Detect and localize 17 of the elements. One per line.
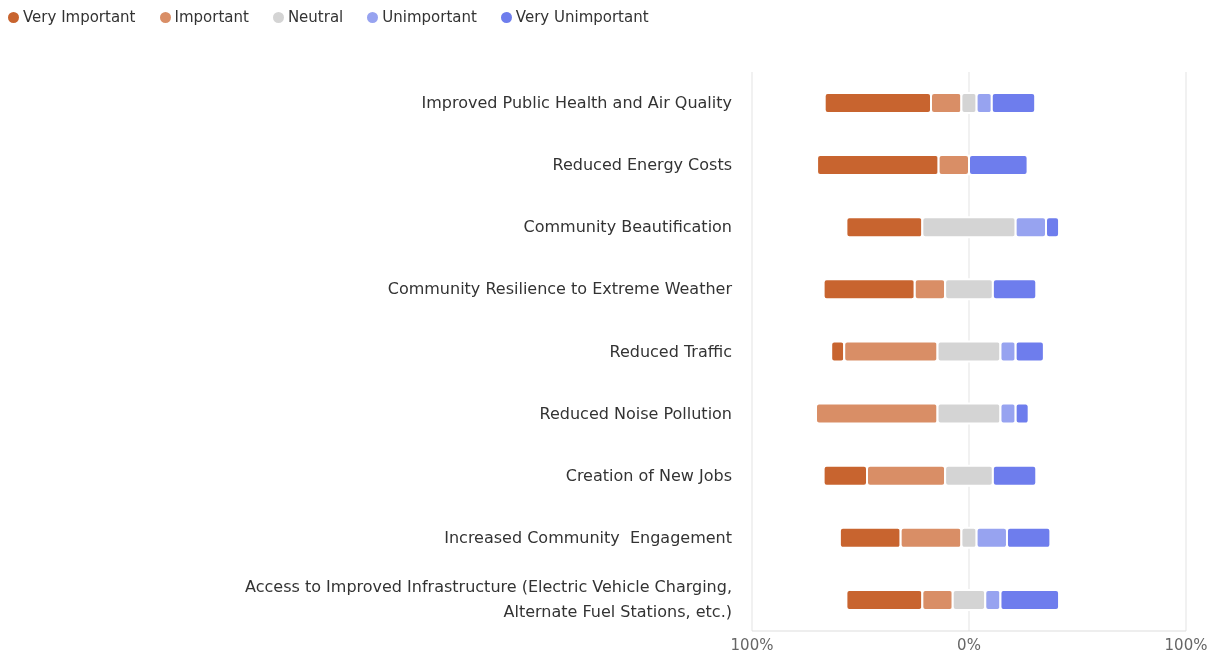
y-tick-label: Community Beautification bbox=[523, 216, 732, 236]
legend-label: Important bbox=[174, 8, 249, 26]
legend-label: Unimportant bbox=[382, 8, 477, 26]
y-tick-label: Reduced Noise Pollution bbox=[539, 403, 732, 423]
y-tick-label: Creation of New Jobs bbox=[565, 465, 732, 485]
y-tick-label: Community Resilience to Extreme Weather bbox=[387, 278, 733, 298]
legend-label: Very Unimportant bbox=[515, 8, 649, 26]
legend-label: Neutral bbox=[287, 8, 344, 26]
y-tick-label: Access to Improved Infrastructure (Electric Vehicle Charging, Alternate Fuel Stations, etc.) bbox=[245, 576, 732, 621]
y-tick-label: Reduced Traffic bbox=[609, 341, 732, 360]
y-tick-label: Improved Public Health and Air Quality bbox=[421, 92, 732, 112]
x-tick-label: 100% bbox=[1164, 635, 1208, 651]
legend-label: Very Important bbox=[23, 8, 136, 26]
x-tick-label: 0% bbox=[957, 635, 981, 651]
y-tick-label: Increased Community Engagement bbox=[444, 527, 732, 547]
y-tick-label: Reduced Energy Costs bbox=[552, 154, 732, 174]
x-tick-label: 100% bbox=[730, 635, 774, 651]
